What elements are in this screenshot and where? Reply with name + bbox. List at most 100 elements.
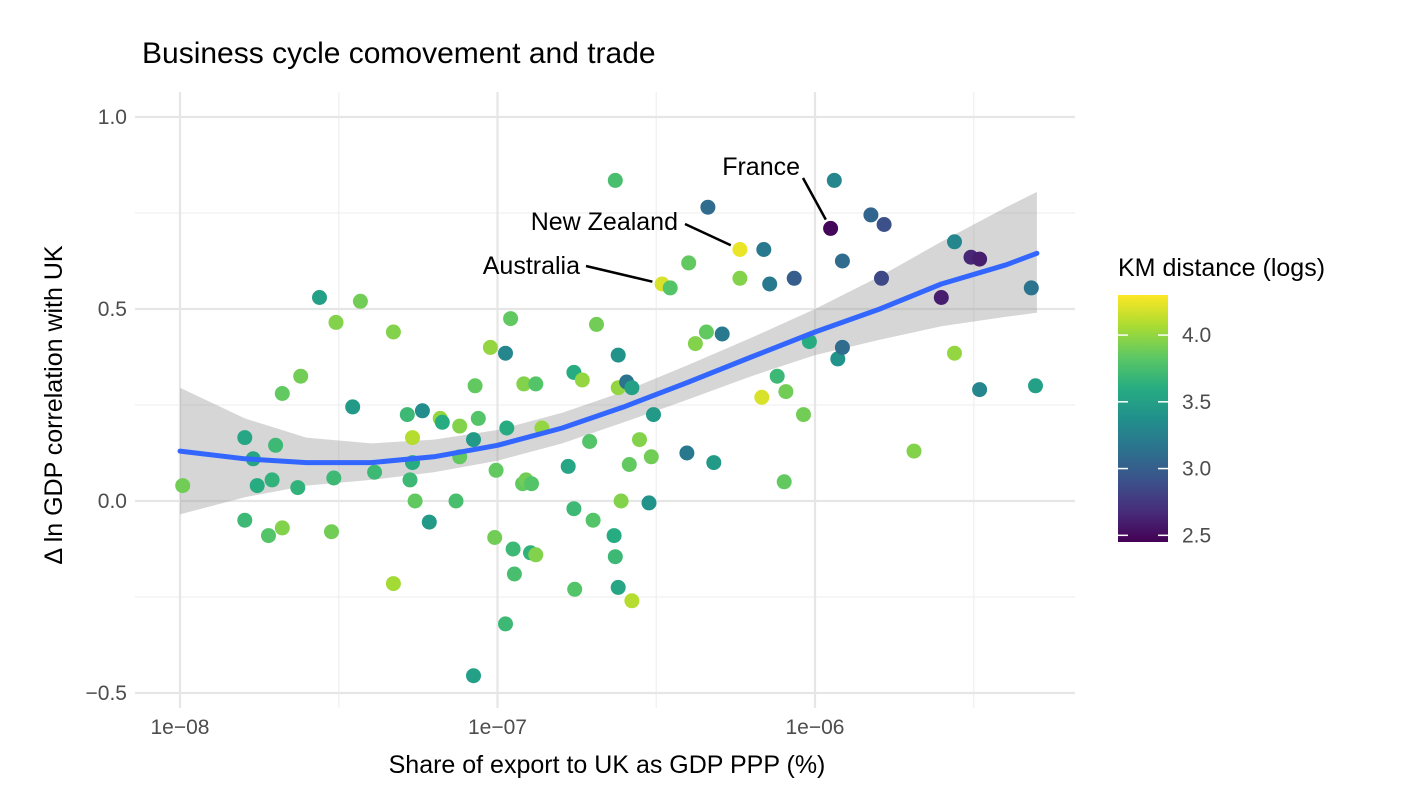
confidence-ribbon-group	[180, 191, 1037, 515]
data-point	[834, 253, 850, 269]
y-tick-label: −0.5	[86, 682, 127, 705]
y-tick-label: 0.0	[98, 490, 127, 513]
data-point	[402, 472, 418, 488]
data-point	[947, 345, 962, 361]
data-point	[405, 430, 420, 446]
data-point	[482, 339, 498, 355]
smooth-line-group	[177, 250, 1040, 466]
data-point	[610, 579, 626, 595]
x-tick-label: 1e−06	[786, 716, 845, 739]
data-point	[466, 432, 481, 448]
data-point	[385, 576, 401, 592]
y-tick-label: 0.5	[98, 298, 127, 321]
data-point	[249, 478, 265, 494]
data-point	[830, 351, 846, 367]
data-point	[754, 389, 770, 405]
data-point	[345, 399, 361, 415]
data-point	[706, 455, 722, 471]
data-point	[274, 386, 290, 401]
chart-title: Business cycle comovement and trade	[142, 37, 656, 70]
data-point	[972, 251, 988, 267]
data-point	[566, 501, 582, 517]
data-point	[624, 593, 640, 609]
data-point	[769, 368, 785, 384]
data-point	[528, 547, 544, 563]
annotation-label: Australia	[483, 252, 580, 280]
data-point	[947, 234, 962, 250]
data-point	[293, 368, 309, 384]
data-point	[488, 462, 504, 478]
data-point	[237, 430, 253, 446]
data-point	[826, 172, 842, 188]
data-point	[776, 474, 792, 490]
data-point	[324, 524, 339, 540]
data-point	[261, 528, 276, 544]
data-point	[643, 449, 659, 465]
data-point	[582, 434, 598, 449]
data-point	[607, 172, 623, 188]
data-point	[610, 347, 626, 363]
data-point	[621, 457, 637, 472]
data-point	[972, 382, 988, 398]
legend-tick-label: 4.0	[1182, 324, 1211, 347]
data-point	[589, 316, 604, 332]
legend: KM distance (logs) 4.0 3.5 3.0 2.5	[1118, 254, 1325, 547]
data-point	[414, 403, 430, 419]
annotations: France New Zealand Australia	[483, 153, 827, 283]
data-point	[421, 514, 437, 530]
data-point	[448, 493, 464, 509]
annotation-leader	[585, 264, 653, 283]
data-point	[237, 512, 253, 528]
data-point	[679, 445, 695, 461]
data-point	[574, 372, 590, 388]
data-point	[560, 458, 576, 474]
data-point	[567, 581, 583, 597]
data-point	[863, 207, 879, 223]
data-point	[487, 530, 503, 545]
annotation-leader	[801, 177, 827, 221]
data-point	[732, 242, 748, 257]
data-point	[606, 528, 622, 544]
x-tick-label: 1e−07	[468, 716, 527, 739]
data-point	[700, 199, 716, 215]
data-point	[662, 280, 678, 296]
data-point	[505, 541, 521, 557]
data-point	[506, 566, 522, 582]
data-point	[823, 220, 839, 236]
confidence-ribbon	[180, 191, 1037, 515]
data-point	[613, 493, 629, 509]
data-point	[641, 495, 657, 511]
legend-title: KM distance (logs)	[1118, 254, 1325, 282]
data-point	[268, 437, 284, 453]
x-axis-title: Share of export to UK as GDP PPP (%)	[389, 751, 826, 779]
data-point	[452, 418, 468, 434]
data-point	[466, 668, 481, 684]
annotation-label: New Zealand	[531, 208, 678, 236]
legend-tick-label: 3.5	[1182, 391, 1211, 414]
data-point	[714, 326, 730, 342]
data-point	[264, 472, 280, 488]
data-point	[498, 616, 513, 632]
data-point	[524, 476, 539, 492]
data-point	[434, 414, 450, 430]
data-point	[367, 464, 383, 480]
smooth-line	[177, 250, 1040, 466]
data-point	[933, 290, 949, 305]
legend-tick-label: 2.5	[1182, 524, 1211, 547]
data-point	[1023, 280, 1039, 296]
legend-colorbar	[1118, 295, 1168, 542]
y-tick-label: 1.0	[98, 106, 127, 129]
data-point	[407, 493, 423, 509]
data-point	[499, 420, 515, 436]
data-point	[516, 376, 532, 392]
axis-ticks: 1e−08 1e−07 1e−06 1.0 0.5 0.0 −0.5	[86, 106, 845, 739]
data-point	[399, 407, 415, 423]
data-point	[796, 407, 811, 423]
data-point	[834, 339, 850, 355]
x-tick-label: 1e−08	[151, 716, 210, 739]
data-point	[756, 242, 772, 257]
data-point	[326, 470, 342, 486]
legend-tick-label: 3.0	[1182, 458, 1211, 481]
data-point	[624, 380, 640, 396]
